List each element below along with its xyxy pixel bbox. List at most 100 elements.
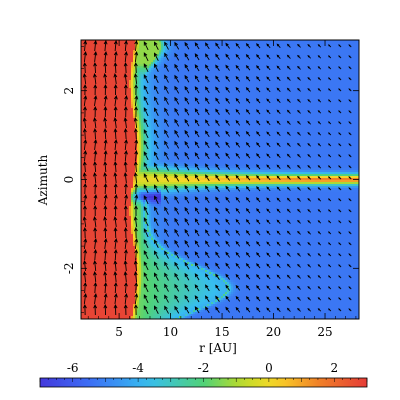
heatmap-cell (251, 74, 254, 77)
heatmap-cell (259, 88, 262, 91)
heatmap-cell (313, 60, 316, 63)
heatmap-cell (269, 110, 272, 113)
heatmap-cell (297, 54, 300, 57)
heatmap-cell (169, 102, 172, 105)
heatmap-cell (265, 102, 268, 105)
heatmap-cell (141, 74, 144, 77)
heatmap-cell (205, 82, 208, 85)
heatmap-cell (143, 90, 146, 93)
heatmap-cell (157, 40, 160, 43)
heatmap-cell (301, 96, 304, 99)
heatmap-cell (137, 74, 140, 77)
heatmap-cell (221, 98, 224, 101)
heatmap-cell (137, 60, 140, 63)
heatmap-cell (219, 104, 222, 107)
heatmap-cell (337, 94, 340, 97)
heatmap-cell (89, 76, 92, 79)
heatmap-cell (141, 76, 144, 79)
heatmap-cell (263, 96, 266, 99)
heatmap-cell (225, 82, 228, 85)
heatmap-cell (197, 78, 200, 81)
heatmap-cell (147, 58, 150, 61)
heatmap-cell (117, 74, 120, 77)
heatmap-cell (157, 52, 160, 55)
heatmap-cell (201, 54, 204, 57)
heatmap-cell (329, 110, 332, 113)
heatmap-cell (215, 50, 218, 53)
heatmap-cell (323, 40, 326, 43)
heatmap-cell (323, 102, 326, 105)
heatmap-cell (89, 96, 92, 99)
heatmap-cell (337, 78, 340, 81)
heatmap-cell (297, 40, 300, 43)
heatmap-cell (171, 56, 174, 59)
heatmap-cell (309, 84, 312, 87)
heatmap-cell (111, 46, 114, 49)
heatmap-cell (323, 42, 326, 45)
heatmap-cell (141, 98, 144, 101)
heatmap-cell (311, 60, 314, 63)
heatmap-cell (147, 80, 150, 83)
heatmap-cell (97, 96, 100, 99)
heatmap-cell (99, 56, 102, 59)
heatmap-cell (235, 80, 238, 83)
heatmap-cell (225, 102, 228, 105)
heatmap-cell (247, 66, 250, 69)
heatmap-cell (251, 86, 254, 89)
heatmap-cell (293, 42, 296, 45)
heatmap-cell (315, 98, 318, 101)
heatmap-cell (99, 68, 102, 71)
heatmap-cell (165, 92, 168, 95)
heatmap-cell (81, 90, 84, 93)
heatmap-cell (229, 92, 232, 95)
heatmap-cell (311, 106, 314, 109)
heatmap-cell (249, 56, 252, 59)
heatmap-cell (223, 72, 226, 75)
heatmap-cell (329, 64, 332, 67)
heatmap-cell (93, 84, 96, 87)
heatmap-cell (279, 78, 282, 81)
heatmap-cell (217, 66, 220, 69)
heatmap-cell (213, 42, 216, 45)
heatmap-cell (341, 64, 344, 67)
heatmap-cell (197, 42, 200, 45)
heatmap-cell (103, 44, 106, 47)
heatmap-cell (89, 90, 92, 93)
heatmap-cell (99, 104, 102, 107)
heatmap-cell (141, 86, 144, 89)
heatmap-cell (277, 46, 280, 49)
heatmap-cell (189, 74, 192, 77)
heatmap-cell (141, 82, 144, 85)
heatmap-cell (205, 72, 208, 75)
heatmap-cell (91, 94, 94, 97)
heatmap-cell (149, 76, 152, 79)
heatmap-cell (339, 94, 342, 97)
heatmap-cell (349, 42, 352, 45)
heatmap-cell (241, 58, 244, 61)
heatmap-cell (293, 40, 296, 43)
heatmap-cell (279, 80, 282, 83)
heatmap-cell (179, 104, 182, 107)
heatmap-cell (305, 66, 308, 69)
heatmap-cell (223, 86, 226, 89)
heatmap-cell (193, 80, 196, 83)
heatmap-cell (177, 88, 180, 91)
heatmap-cell (319, 64, 322, 67)
heatmap-cell (179, 44, 182, 47)
heatmap-cell (177, 50, 180, 53)
heatmap-cell (319, 44, 322, 47)
heatmap-cell (243, 66, 246, 69)
heatmap-cell (121, 74, 124, 77)
heatmap-cell (235, 82, 238, 85)
heatmap-cell (215, 60, 218, 63)
heatmap-cell (355, 90, 358, 93)
heatmap-cell (103, 88, 106, 91)
heatmap-cell (329, 94, 332, 97)
heatmap-cell (105, 102, 108, 105)
heatmap-cell (119, 98, 122, 101)
heatmap-cell (209, 82, 212, 85)
heatmap-cell (153, 48, 156, 51)
heatmap-cell (263, 76, 266, 79)
heatmap-cell (311, 96, 314, 99)
heatmap-cell (121, 94, 124, 97)
